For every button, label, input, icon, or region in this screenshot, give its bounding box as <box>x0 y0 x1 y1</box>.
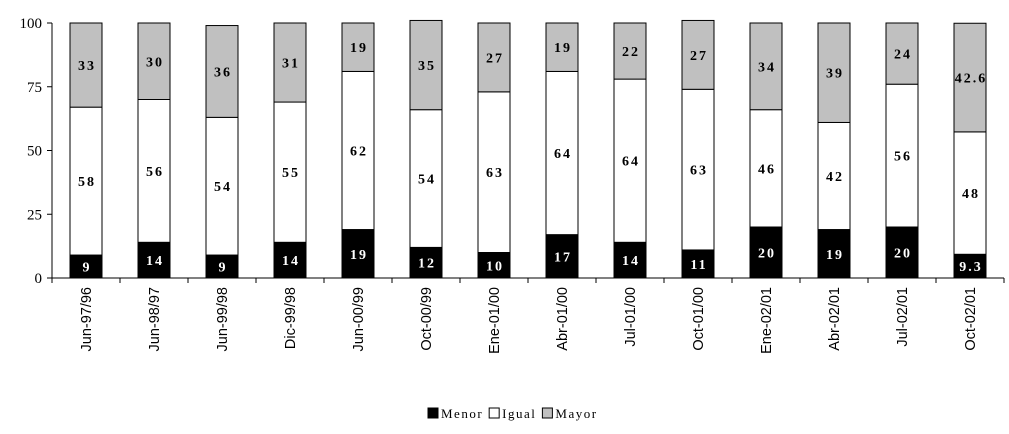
bar-segment-mayor-0 <box>69 22 103 108</box>
data-label-igual-9: 63 <box>690 164 708 179</box>
legend-label-igual: Igual <box>502 406 536 421</box>
data-label-mayor-3: 31 <box>282 57 300 72</box>
data-label-mayor-2: 36 <box>214 65 232 80</box>
data-label-mayor-11: 39 <box>826 67 844 82</box>
data-label-igual-13: 48 <box>962 187 980 202</box>
bar-segment-mayor-13 <box>953 22 987 133</box>
data-label-igual-0: 58 <box>78 175 96 190</box>
bar-segment-igual-7 <box>545 70 579 236</box>
x-tick-label: Oct-00/99 <box>419 287 435 351</box>
x-tick-label: Dic-99/98 <box>283 287 299 349</box>
data-label-igual-5: 54 <box>418 173 436 188</box>
data-label-mayor-1: 30 <box>146 55 164 70</box>
legend-swatch-igual <box>488 407 500 419</box>
data-label-mayor-0: 33 <box>78 59 96 74</box>
data-label-mayor-13: 42.6 <box>955 72 988 87</box>
bar-segment-menor-12 <box>885 226 919 279</box>
bar-segment-mayor-12 <box>885 22 919 85</box>
bar-segment-mayor-3 <box>273 22 307 103</box>
data-label-mayor-4: 19 <box>350 41 368 56</box>
data-label-igual-12: 56 <box>894 150 912 165</box>
data-label-menor-0: 9 <box>83 261 92 276</box>
bar-segment-igual-10 <box>749 109 783 228</box>
data-label-mayor-10: 34 <box>758 60 776 75</box>
data-label-igual-10: 46 <box>758 162 776 177</box>
y-tick-label: 25 <box>27 207 42 223</box>
data-label-mayor-5: 35 <box>418 59 436 74</box>
data-label-igual-6: 63 <box>486 166 504 181</box>
bar-segment-menor-11 <box>817 229 851 279</box>
x-tick-label: Abr-02/01 <box>827 287 843 351</box>
data-label-igual-1: 56 <box>146 165 164 180</box>
legend: Menor Igual Mayor <box>427 406 597 421</box>
bar-segment-mayor-4 <box>341 22 375 72</box>
data-label-mayor-6: 27 <box>486 51 504 66</box>
x-tick-label: Ene-02/01 <box>759 287 775 354</box>
data-label-menor-11: 19 <box>826 248 844 263</box>
bar-segment-mayor-5 <box>409 19 443 111</box>
data-label-menor-10: 20 <box>758 247 776 262</box>
x-tick-label: Jun-97/96 <box>79 287 95 352</box>
bar-segment-igual-3 <box>273 101 307 243</box>
y-tick-label: 75 <box>27 80 42 96</box>
data-label-menor-12: 20 <box>894 247 912 262</box>
bar-segment-igual-13 <box>953 131 987 255</box>
y-tick-label: 100 <box>20 16 43 32</box>
bar-segment-igual-2 <box>205 116 239 256</box>
data-label-menor-2: 9 <box>219 261 228 276</box>
legend-swatch-mayor <box>541 407 553 419</box>
data-label-mayor-9: 27 <box>690 49 708 64</box>
data-label-mayor-12: 24 <box>894 48 912 63</box>
bar-segment-menor-5 <box>409 246 443 279</box>
bar-segment-mayor-7 <box>545 22 579 72</box>
bars-group: 9 58 33 14 56 30 9 54 36 14 55 31 19 62 19 12 54 35 10 63 27… <box>69 19 988 279</box>
data-label-menor-8: 14 <box>622 254 640 269</box>
data-label-igual-3: 55 <box>282 166 300 181</box>
data-label-menor-6: 10 <box>486 259 504 274</box>
bar-segment-mayor-8 <box>613 22 647 80</box>
x-tick-label: Jul-01/00 <box>623 287 639 347</box>
x-tick-label: Jun-98/97 <box>147 287 163 352</box>
bar-segment-mayor-9 <box>681 19 715 90</box>
data-label-menor-7: 17 <box>554 250 572 265</box>
x-tick-label: Abr-01/00 <box>555 287 571 351</box>
data-label-igual-7: 64 <box>554 147 572 162</box>
bar-segment-mayor-11 <box>817 22 851 123</box>
data-label-igual-8: 64 <box>622 155 640 170</box>
data-label-igual-4: 62 <box>350 145 368 160</box>
legend-label-mayor: Mayor <box>555 406 597 421</box>
x-tick-label: Jun-99/98 <box>215 287 231 352</box>
y-tick-label: 0 <box>35 271 43 287</box>
bar-segment-igual-5 <box>409 109 443 248</box>
data-label-menor-4: 19 <box>350 248 368 263</box>
x-tick-label: Oct-01/00 <box>691 287 707 351</box>
bar-segment-menor-3 <box>273 241 307 279</box>
data-label-mayor-7: 19 <box>554 41 572 56</box>
bar-segment-mayor-10 <box>749 22 783 111</box>
bar-segment-menor-1 <box>137 241 171 279</box>
data-label-menor-3: 14 <box>282 254 300 269</box>
axes-group: 0 25 50 75 100 Jun-97/96 Jun-98/97 Jun-99/98 Dic… <box>20 16 1005 354</box>
x-tick-label: Ene-01/00 <box>487 287 503 354</box>
data-label-menor-9: 11 <box>690 258 707 273</box>
bar-segment-mayor-2 <box>205 25 239 118</box>
y-tick-label: 50 <box>27 144 42 160</box>
data-label-igual-2: 54 <box>214 180 232 195</box>
bar-segment-menor-8 <box>613 241 647 279</box>
data-label-mayor-8: 22 <box>622 45 640 60</box>
x-tick-label: Jun-00/99 <box>351 287 367 352</box>
bar-segment-igual-0 <box>69 106 103 256</box>
data-label-menor-1: 14 <box>146 254 164 269</box>
bar-segment-igual-1 <box>137 99 171 243</box>
data-label-menor-13: 9.3 <box>959 260 983 275</box>
x-tick-label: Jul-02/01 <box>895 287 911 347</box>
bar-segment-mayor-1 <box>137 22 171 100</box>
legend-label-menor: Menor <box>441 406 483 421</box>
bar-segment-mayor-6 <box>477 22 511 93</box>
x-tick-label: Oct-02/01 <box>963 287 979 351</box>
data-label-igual-11: 42 <box>826 170 844 185</box>
legend-swatch-menor <box>427 407 439 419</box>
data-label-menor-5: 12 <box>418 257 436 272</box>
